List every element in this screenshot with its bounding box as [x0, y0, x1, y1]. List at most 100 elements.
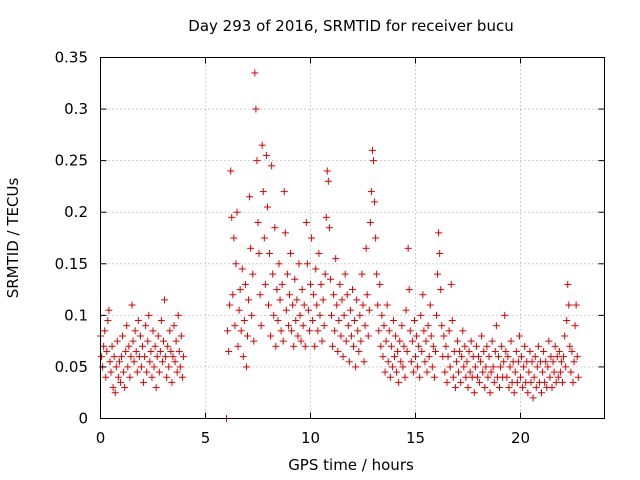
data-point [462, 373, 470, 381]
data-point [394, 347, 402, 355]
data-point [467, 337, 475, 345]
data-point [555, 347, 563, 355]
data-point [443, 378, 451, 386]
data-point [570, 358, 578, 366]
data-point [533, 363, 541, 371]
data-point [382, 337, 390, 345]
data-point [478, 332, 486, 340]
data-point [520, 363, 528, 371]
data-point [113, 337, 121, 345]
data-point [284, 322, 292, 330]
data-point [486, 389, 494, 397]
data-point [103, 347, 111, 355]
data-point [421, 358, 429, 366]
data-point [267, 332, 275, 340]
data-point [270, 311, 278, 319]
data-point [231, 322, 239, 330]
data-point [506, 363, 514, 371]
data-point [430, 373, 438, 381]
data-point [344, 322, 352, 330]
data-point [312, 265, 320, 273]
data-point [308, 234, 316, 242]
data-point [288, 327, 296, 335]
data-point [175, 347, 183, 355]
data-point [298, 286, 306, 294]
data-point [303, 260, 311, 268]
data-point [571, 322, 579, 330]
data-point [268, 162, 276, 170]
data-point [465, 347, 473, 355]
x-tick-label: 15 [406, 429, 425, 447]
data-point [224, 327, 232, 335]
data-point [512, 347, 520, 355]
data-point [354, 327, 362, 335]
data-point [341, 270, 349, 278]
data-point [156, 347, 164, 355]
data-point [374, 301, 382, 309]
data-point [247, 244, 255, 252]
data-point [273, 286, 281, 294]
data-point [328, 311, 335, 319]
y-axis-label: SRMTID / TECUs [4, 178, 22, 299]
x-tick-label: 5 [201, 429, 211, 447]
data-point [293, 296, 301, 304]
data-point [322, 213, 330, 221]
data-point [449, 373, 457, 381]
data-point [168, 378, 176, 386]
data-point [559, 378, 566, 386]
data-point [140, 378, 148, 386]
data-point [116, 378, 124, 386]
data-point [287, 249, 295, 257]
data-point [521, 342, 529, 350]
data-point [463, 358, 471, 366]
data-point [244, 332, 251, 340]
data-point [546, 373, 554, 381]
data-point [121, 384, 129, 392]
data-point [127, 353, 135, 361]
data-point [552, 378, 560, 386]
data-point [250, 337, 258, 345]
data-point [470, 389, 478, 397]
data-point [237, 327, 245, 335]
data-point [110, 353, 118, 361]
data-point [161, 296, 169, 304]
data-point [427, 332, 435, 340]
data-point [461, 342, 469, 350]
data-point [147, 347, 155, 355]
data-point [292, 317, 300, 325]
data-point [561, 332, 569, 340]
data-point [451, 384, 459, 392]
data-point [391, 353, 398, 361]
data-point [314, 327, 322, 335]
data-point [568, 347, 576, 355]
data-point [297, 337, 305, 345]
data-point [433, 311, 440, 319]
data-point [351, 317, 359, 325]
data-point [299, 322, 307, 330]
data-point [136, 332, 144, 340]
data-point [248, 311, 256, 319]
data-point [153, 353, 161, 361]
data-point [249, 270, 257, 278]
data-point [307, 280, 314, 288]
data-point [271, 224, 279, 232]
data-point [392, 332, 400, 340]
data-point [429, 342, 437, 350]
data-point [170, 322, 178, 330]
data-point [526, 347, 534, 355]
data-point [406, 327, 414, 335]
data-point [496, 384, 503, 392]
data-point [545, 337, 553, 345]
x-tick-label: 20 [511, 429, 530, 447]
data-point [252, 105, 260, 113]
data-point [383, 301, 391, 309]
plot-frame [100, 57, 605, 419]
data-point [304, 306, 312, 314]
data-point [157, 317, 165, 325]
data-point [551, 342, 559, 350]
data-point [424, 322, 432, 330]
data-point [300, 301, 308, 309]
data-point [321, 270, 329, 278]
data-point [246, 193, 254, 201]
data-point [372, 234, 380, 242]
